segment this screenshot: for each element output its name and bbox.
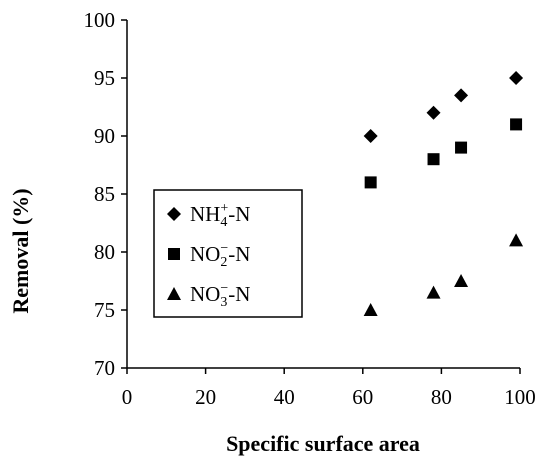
data-point-square	[427, 153, 440, 166]
y-tick-label: 90	[94, 124, 115, 148]
y-tick-label: 75	[94, 298, 115, 322]
data-point-square	[455, 141, 468, 154]
y-axis-title: Removal (%)	[8, 188, 33, 313]
legend-marker-diamond	[167, 207, 181, 221]
data-point-triangle	[363, 303, 378, 316]
x-tick-label: 0	[122, 385, 133, 409]
data-point-triangle	[426, 285, 441, 299]
x-axis-title: Specific surface area	[226, 431, 420, 456]
y-tick-label: 80	[94, 240, 115, 264]
y-tick-label: 70	[94, 356, 115, 380]
x-tick-label: 80	[431, 385, 452, 409]
y-tick-label: 85	[94, 182, 115, 206]
data-point-diamond	[363, 129, 378, 143]
x-tick-label: 40	[274, 385, 295, 409]
data-point-square	[510, 118, 523, 131]
legend-marker-triangle	[167, 287, 181, 300]
y-tick-label: 100	[84, 8, 116, 32]
legend-marker-square	[168, 248, 180, 260]
legend-label: NO2−-N	[190, 241, 250, 270]
data-points	[363, 71, 524, 316]
ticks: 70 75 80 85 90 95 100 0 20 40 60 80 100	[84, 8, 536, 409]
legend-label: NO3−-N	[190, 281, 250, 310]
x-tick-label: 100	[504, 385, 536, 409]
x-tick-label: 60	[352, 385, 373, 409]
data-point-triangle	[454, 274, 469, 287]
x-tick-label: 20	[195, 385, 216, 409]
data-point-diamond	[509, 71, 524, 85]
data-point-diamond	[426, 105, 441, 120]
legend-label: NH4+-N	[190, 201, 250, 230]
data-point-triangle	[509, 233, 524, 247]
y-tick-label: 95	[94, 66, 115, 90]
legend: NH4+-N NO2−-N NO3−-N	[153, 189, 303, 318]
data-point-diamond	[454, 88, 469, 103]
data-point-square	[364, 176, 377, 189]
